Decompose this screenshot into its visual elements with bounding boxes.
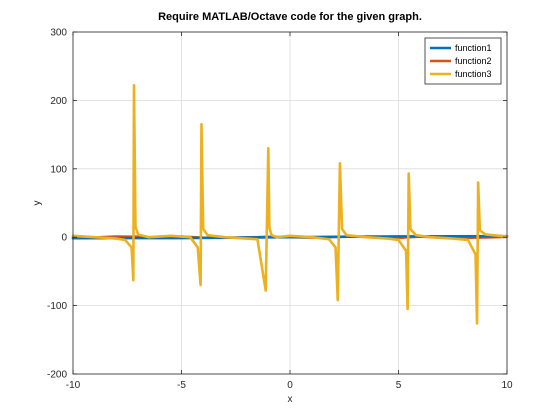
y-tick-label: 100 (50, 164, 67, 175)
series-group (71, 84, 509, 325)
y-tick-label: 0 (61, 233, 67, 244)
x-tick-label: 0 (287, 380, 293, 391)
legend: function1 function2 function3 (424, 37, 502, 85)
legend-label-function3: function3 (455, 69, 492, 79)
y-axis-label: y (32, 201, 43, 206)
y-tick-label: -200 (47, 370, 67, 381)
legend-label-function1: function1 (455, 43, 492, 53)
series-line-function3 (71, 84, 509, 325)
y-tick-label: 300 (50, 28, 67, 39)
y-tick-label: -100 (47, 301, 67, 312)
axis-ticks: -10 -5 0 5 10 -200 -100 0 100 200 300 (47, 28, 513, 392)
x-tick-label: 5 (396, 380, 402, 391)
x-axis-label: x (288, 394, 293, 405)
x-tick-label: -10 (66, 380, 81, 391)
chart-title: Require MATLAB/Octave code for the given… (158, 11, 422, 23)
x-tick-label: 10 (501, 380, 513, 391)
legend-label-function2: function2 (455, 56, 492, 66)
x-tick-label: -5 (177, 380, 186, 391)
y-tick-label: 200 (50, 96, 67, 107)
